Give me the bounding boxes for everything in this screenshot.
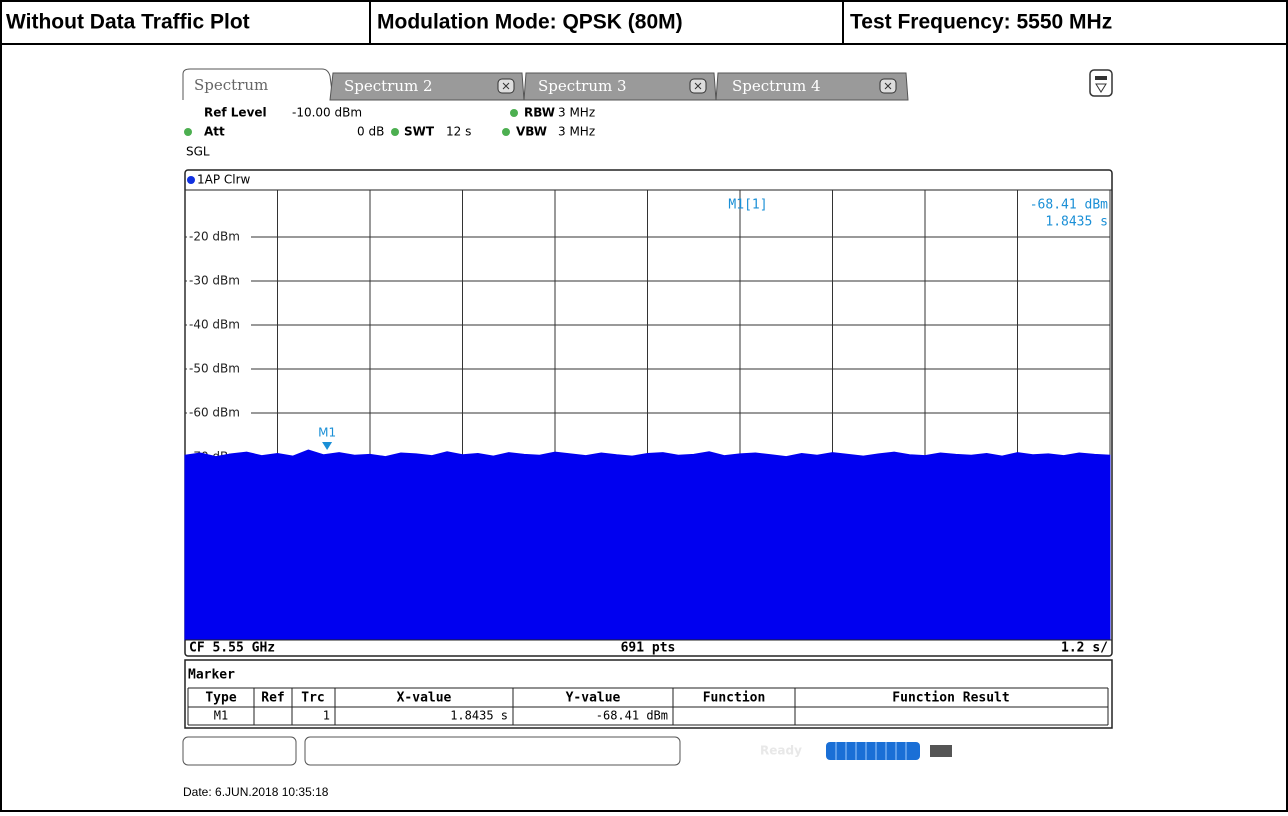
column-header: Function: [703, 691, 766, 706]
status-dot: [391, 128, 399, 136]
tab-label[interactable]: Spectrum 2: [344, 77, 433, 95]
marker-readout-label: M1[1]: [728, 198, 767, 213]
marker-table-title: Marker: [188, 668, 235, 683]
plot-area: -20 dBm-30 dBm-40 dBm-50 dBm-60 dBm-70 d…: [184, 190, 1111, 641]
setting-label: Att: [204, 125, 225, 139]
column-header: Ref: [261, 691, 284, 706]
tick-label-bg: [187, 360, 251, 378]
setting-label: SWT: [404, 125, 435, 139]
setting-label: Ref Level: [204, 106, 267, 120]
setting-label: RBW: [524, 106, 555, 120]
tick-label-bg: [187, 316, 251, 334]
y-tick-label: -30 dBm: [189, 274, 240, 288]
marker-table-frame: [184, 659, 1113, 729]
table-cell: -68.41 dBm: [596, 709, 668, 723]
marker-readout-value: -68.41 dBm: [1030, 198, 1108, 213]
y-tick-label: -40 dBm: [189, 318, 240, 332]
column-header: Function Result: [892, 691, 1009, 706]
trace-area: [184, 449, 1111, 641]
tab[interactable]: [329, 72, 525, 101]
setting-value: 0 dB: [357, 125, 384, 139]
column-header: Y-value: [566, 691, 621, 706]
setting-value: -10.00 dBm: [292, 106, 362, 120]
center-frequency: CF 5.55 GHz: [189, 641, 275, 656]
trace-label: 1AP Clrw: [197, 173, 251, 187]
progress-bar: [826, 742, 952, 760]
tick-label-bg: [187, 404, 251, 422]
time-per-division: 1.2 s/: [1061, 641, 1108, 656]
tab[interactable]: [523, 72, 717, 101]
header-cell: Modulation Mode: QPSK (80M): [377, 11, 683, 34]
status-box[interactable]: [182, 736, 297, 766]
column-header: X-value: [397, 691, 452, 706]
tab-label[interactable]: Spectrum 4: [732, 77, 821, 95]
y-tick-label: -20 dBm: [189, 230, 240, 244]
sweep-points: 691 pts: [621, 641, 676, 656]
marker-triangle: [322, 442, 333, 451]
column-header: Trc: [301, 691, 324, 706]
capture-date: Date: 6.JUN.2018 10:35:18: [183, 785, 329, 799]
status-dot: [184, 128, 192, 136]
status-dot: [502, 128, 510, 136]
table-cell: 1: [323, 709, 330, 723]
setting-value: 3 MHz: [558, 106, 595, 120]
tick-label-bg: [187, 228, 251, 246]
tick-label-bg: [187, 272, 251, 290]
tab-active[interactable]: [182, 68, 334, 101]
marker-readout-value: 1.8435 s: [1045, 215, 1108, 230]
column-header: Type: [205, 691, 236, 706]
y-tick-label: -60 dBm: [189, 406, 240, 420]
tab[interactable]: [715, 72, 909, 101]
status-dot: [510, 109, 518, 117]
status-text: Ready: [760, 744, 802, 758]
menu-icon[interactable]: [1089, 69, 1113, 97]
y-tick-label: -50 dBm: [189, 362, 240, 376]
table-cell: M1: [214, 709, 228, 723]
status-box[interactable]: [304, 736, 681, 766]
table-lines: [187, 687, 1109, 726]
tab-label[interactable]: Spectrum 3: [538, 77, 627, 95]
tab-label[interactable]: Spectrum: [194, 76, 268, 94]
setting-value: 12 s: [446, 125, 471, 139]
marker-label: M1: [318, 426, 336, 440]
tab-close-icons[interactable]: [497, 78, 897, 94]
trace-dot: [187, 176, 195, 184]
header-cell: Without Data Traffic Plot: [6, 11, 250, 34]
sweep-mode: SGL: [186, 145, 210, 159]
header-cell: Test Frequency: 5550 MHz: [850, 11, 1112, 34]
setting-value: 3 MHz: [558, 125, 595, 139]
table-cell: 1.8435 s: [450, 709, 508, 723]
setting-label: VBW: [516, 125, 547, 139]
